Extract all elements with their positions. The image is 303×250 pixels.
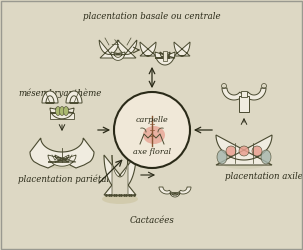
Text: placentation basale ou centrale: placentation basale ou centrale — [83, 12, 221, 21]
Polygon shape — [172, 193, 178, 196]
Polygon shape — [30, 138, 94, 168]
Polygon shape — [48, 155, 76, 166]
Ellipse shape — [59, 106, 65, 116]
Ellipse shape — [55, 106, 61, 116]
Ellipse shape — [102, 194, 138, 204]
Polygon shape — [216, 135, 272, 165]
Ellipse shape — [64, 106, 68, 116]
Text: carpelle: carpelle — [136, 116, 168, 124]
Text: Cactacées: Cactacées — [130, 216, 174, 225]
Text: mésembryanthème: mésembryanthème — [18, 88, 102, 98]
Polygon shape — [222, 88, 244, 100]
Ellipse shape — [48, 163, 76, 169]
Ellipse shape — [261, 150, 271, 164]
Polygon shape — [99, 40, 119, 58]
Polygon shape — [178, 187, 191, 194]
Text: placentation pariétale: placentation pariétale — [18, 175, 114, 184]
Polygon shape — [50, 108, 74, 119]
Polygon shape — [140, 42, 156, 56]
Circle shape — [114, 92, 190, 168]
Bar — [239, 96, 249, 112]
Polygon shape — [112, 155, 128, 195]
Polygon shape — [104, 155, 136, 195]
Text: placentation axile: placentation axile — [225, 172, 303, 181]
Ellipse shape — [217, 150, 227, 164]
Bar — [50, 113, 74, 119]
Polygon shape — [170, 192, 180, 197]
Ellipse shape — [143, 126, 165, 144]
Polygon shape — [66, 91, 82, 103]
Polygon shape — [174, 42, 190, 56]
Polygon shape — [117, 40, 137, 58]
Polygon shape — [111, 52, 125, 60]
Ellipse shape — [224, 161, 264, 169]
Text: axe floral: axe floral — [133, 148, 171, 156]
Circle shape — [252, 146, 262, 156]
Polygon shape — [114, 53, 122, 58]
Circle shape — [239, 146, 249, 156]
Polygon shape — [42, 91, 58, 103]
Circle shape — [226, 146, 236, 156]
Bar — [241, 91, 247, 97]
Bar — [163, 51, 167, 61]
Polygon shape — [155, 52, 175, 65]
Polygon shape — [159, 187, 172, 194]
Polygon shape — [244, 88, 266, 100]
